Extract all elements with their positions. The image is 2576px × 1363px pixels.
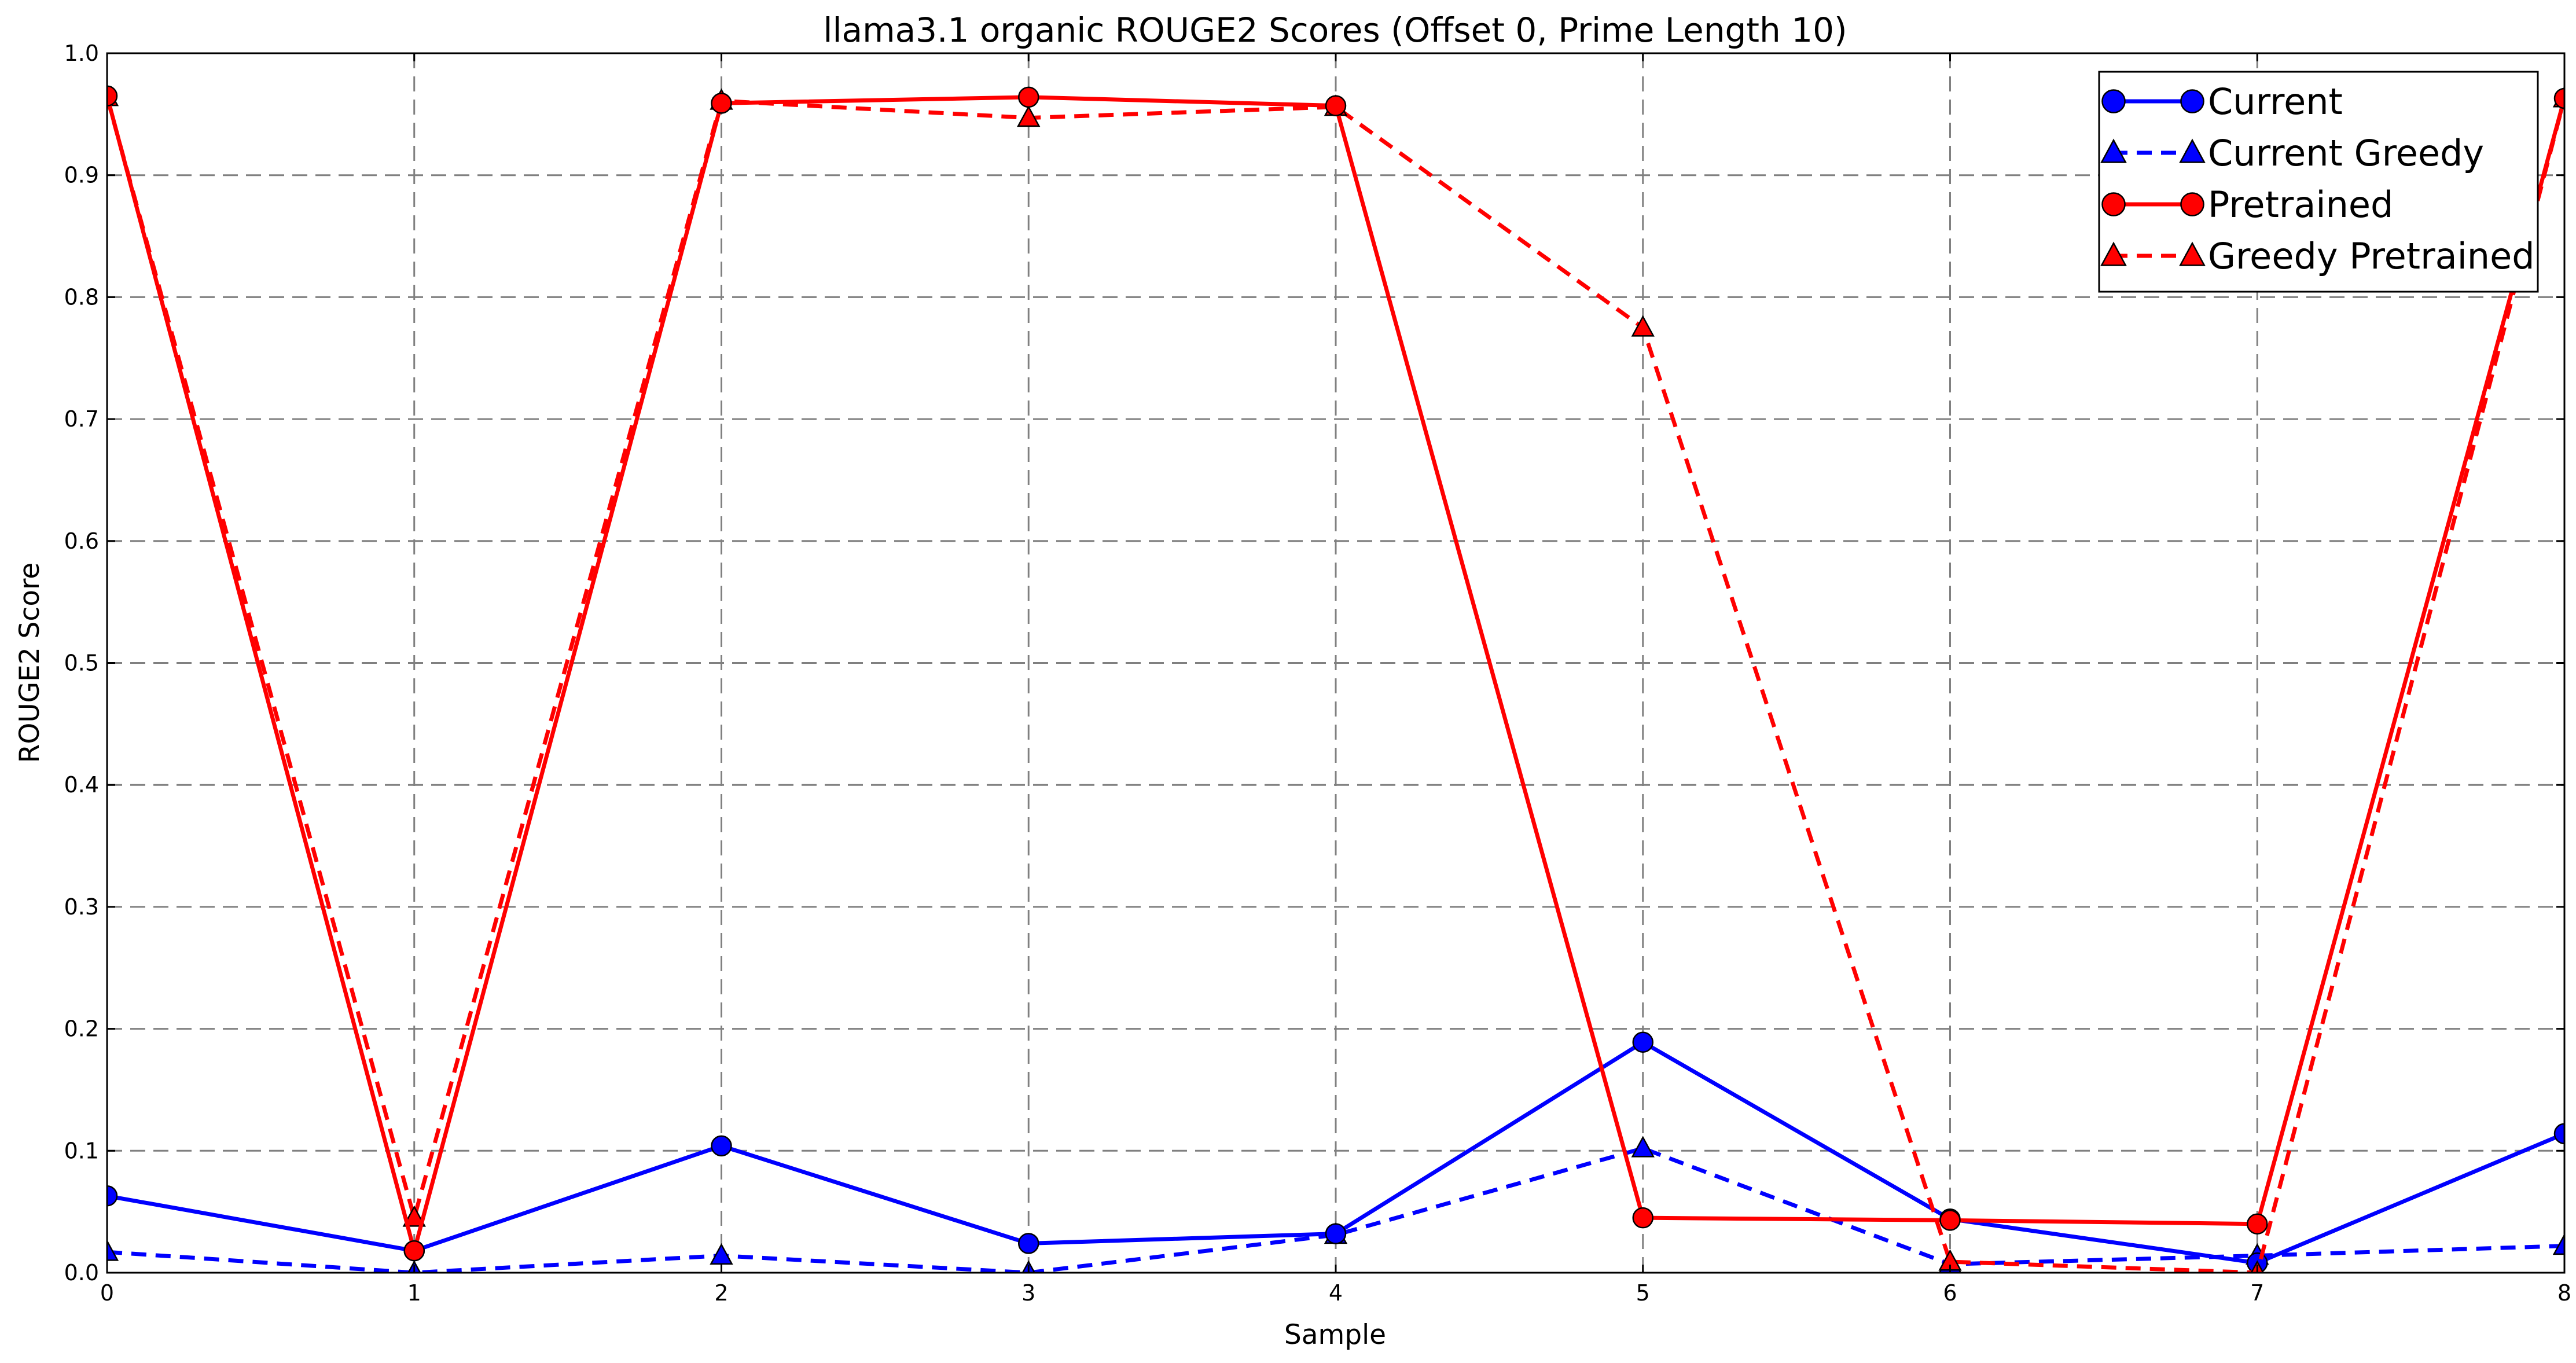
x-tick-label: 0	[100, 1280, 114, 1306]
y-tick-label: 0.7	[64, 406, 99, 432]
data-point-current-greedy	[107, 1239, 119, 1261]
legend-marker-pretrained	[2101, 192, 2126, 216]
legend-label-greedy-pretrained: Greedy Pretrained	[2208, 235, 2535, 277]
ticks: 0 1 2 3 4 5 6 7 8 0.0 0.1 0.2 0.3 0.4 0.5 0.6 0.7 0.8 0.9 1…	[64, 41, 2572, 1306]
data-point-greedy-pretrained	[1631, 315, 1655, 337]
data-point-pretrained	[1325, 95, 1347, 116]
data-point-greedy-pretrained	[1017, 105, 1041, 127]
legend: Current Current Greedy Pretrained Greedy Pr…	[2098, 71, 2539, 293]
legend-marker-greedy-pretrained	[2179, 241, 2206, 266]
grid	[107, 53, 2564, 1273]
x-tick-label: 1	[407, 1280, 421, 1306]
y-tick-label: 0.1	[64, 1138, 99, 1163]
x-tick-label: 2	[714, 1280, 728, 1306]
y-axis-label: ROUGE2 Score	[14, 563, 46, 763]
data-point-current	[1325, 1223, 1347, 1244]
data-point-pretrained	[403, 1240, 425, 1262]
legend-marker-greedy-pretrained	[2100, 241, 2127, 266]
data-point-current	[107, 1185, 118, 1207]
data-point-pretrained	[2553, 87, 2564, 109]
data-point-current	[711, 1135, 732, 1157]
data-point-pretrained	[1939, 1210, 1961, 1231]
data-point-greedy-pretrained	[402, 1205, 426, 1227]
x-tick-label: 5	[1636, 1280, 1650, 1306]
y-tick-label: 0.5	[64, 651, 99, 676]
y-tick-label: 0.0	[64, 1260, 99, 1285]
x-tick-label: 6	[1943, 1280, 1957, 1306]
x-tick-label: 7	[2250, 1280, 2264, 1306]
series-layer	[107, 85, 2564, 1273]
legend-entry-current-greedy: Current Greedy	[2100, 132, 2484, 174]
data-point-pretrained	[107, 85, 118, 106]
data-point-current-greedy	[1631, 1136, 1655, 1158]
data-point-pretrained	[1632, 1207, 1653, 1229]
data-point-pretrained	[1018, 86, 1039, 108]
y-tick-label: 0.8	[64, 284, 99, 310]
legend-entry-pretrained: Pretrained	[2101, 183, 2393, 226]
x-axis-label: Sample	[1284, 1319, 1386, 1351]
data-point-current-greedy	[710, 1243, 733, 1265]
legend-marker-pretrained	[2180, 192, 2204, 216]
y-tick-label: 0.3	[64, 894, 99, 920]
legend-marker-current-greedy	[2100, 138, 2127, 163]
data-point-pretrained	[711, 93, 732, 114]
y-tick-label: 0.4	[64, 772, 99, 798]
series-line-greedy-pretrained	[107, 96, 2564, 1273]
data-point-current	[2553, 1123, 2564, 1145]
data-point-current	[1632, 1031, 1653, 1053]
x-tick-label: 3	[1021, 1280, 1035, 1306]
legend-label-current-greedy: Current Greedy	[2208, 132, 2484, 174]
x-tick-label: 8	[2557, 1280, 2571, 1306]
legend-marker-current	[2101, 89, 2126, 113]
x-tick-label: 4	[1329, 1280, 1343, 1306]
data-point-pretrained	[2247, 1213, 2268, 1235]
y-tick-label: 0.2	[64, 1016, 99, 1042]
y-tick-label: 1.0	[64, 41, 99, 66]
legend-entry-current: Current	[2101, 80, 2343, 123]
legend-marker-current	[2180, 89, 2204, 113]
data-point-current	[1018, 1233, 1039, 1254]
data-point-current-greedy	[2552, 1233, 2564, 1255]
y-tick-label: 0.6	[64, 528, 99, 554]
legend-entry-greedy-pretrained: Greedy Pretrained	[2100, 235, 2535, 277]
legend-marker-current-greedy	[2179, 138, 2206, 163]
chart-title: llama3.1 organic ROUGE2 Scores (Offset 0…	[823, 10, 1847, 50]
legend-label-pretrained: Pretrained	[2208, 183, 2393, 226]
series-pretrained	[107, 85, 2564, 1262]
legend-label-current: Current	[2208, 80, 2343, 123]
y-tick-label: 0.9	[64, 163, 99, 188]
